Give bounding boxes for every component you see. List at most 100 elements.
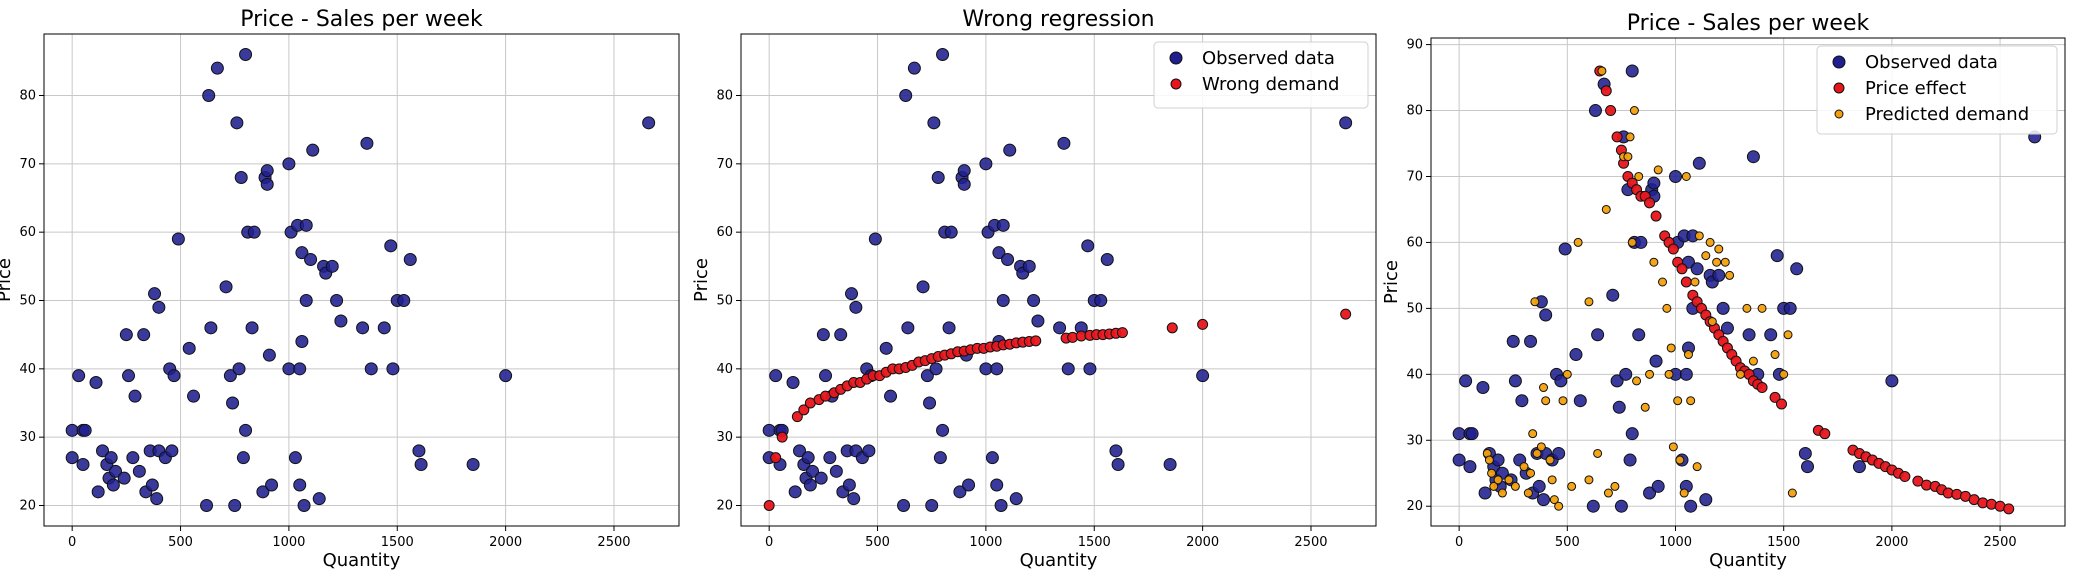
data-point-predicted-demand [1584, 475, 1594, 485]
y-tick-label: 70 [716, 157, 733, 172]
data-point-observed [106, 478, 120, 492]
data-point-observed-data [957, 164, 971, 178]
data-point-observed-data [1478, 486, 1492, 500]
data-point-observed-data [1094, 294, 1108, 307]
data-point-predicted-demand [1603, 488, 1613, 498]
data-point-observed [226, 396, 240, 410]
data-point-observed [299, 218, 313, 232]
data-point-observed-data [1552, 446, 1566, 460]
data-point-observed-data [1692, 156, 1706, 170]
data-point-observed-data [925, 499, 939, 512]
data-point-observed-data [806, 464, 820, 478]
data-point-observed-data [823, 451, 837, 465]
chart-title: Price - Sales per week [240, 7, 483, 32]
data-point-observed-data [929, 362, 943, 376]
data-point-observed [78, 423, 92, 437]
data-point-observed-data [1669, 169, 1683, 183]
data-point-observed-data [1003, 143, 1017, 157]
data-point-observed-data [1022, 259, 1036, 273]
y-tick-label: 20 [1406, 499, 1423, 514]
data-point-observed [223, 369, 237, 383]
data-point-observed [232, 362, 246, 376]
data-point-predicted-demand [1658, 277, 1668, 287]
data-point-observed-data [1679, 367, 1693, 381]
y-tick-label: 80 [19, 89, 36, 104]
data-point-observed [204, 321, 218, 335]
data-point-predicted-demand [1653, 165, 1663, 175]
data-point-price-effect [1676, 263, 1688, 275]
data-point-observed-data [1632, 328, 1646, 342]
data-point-wrong-demand [1166, 322, 1178, 334]
data-point-observed [145, 478, 159, 492]
data-point-predicted-demand [1601, 204, 1611, 214]
x-axis-label: Quantity [323, 550, 401, 570]
data-point-observed-data [788, 485, 802, 499]
data-point-observed [414, 458, 428, 471]
data-point-observed [260, 164, 274, 178]
y-tick-label: 60 [1406, 235, 1423, 250]
data-point-price-effect [1600, 85, 1612, 97]
data-point-observed-data [1591, 328, 1605, 342]
data-point-predicted-demand [1707, 317, 1717, 327]
data-point-observed-data [990, 362, 1004, 376]
data-point-observed-data [942, 321, 956, 335]
data-point-observed-data [801, 451, 815, 465]
data-point-observed-data [1606, 288, 1620, 302]
data-point-observed-data [1163, 458, 1177, 471]
data-point-price-effect [1667, 243, 1679, 255]
data-point-observed-data [1690, 262, 1704, 276]
x-tick-label: 2000 [1875, 535, 1908, 550]
data-point-observed-data [1031, 314, 1045, 328]
data-point-observed-data [1009, 492, 1023, 506]
data-point-wrong-demand [763, 500, 775, 511]
legend-marker [1170, 78, 1182, 90]
data-point-predicted-demand [1632, 376, 1642, 386]
data-point-observed [200, 499, 214, 512]
data-point-predicted-demand [1673, 396, 1683, 406]
x-tick-label: 0 [68, 535, 76, 550]
data-point-observed [122, 369, 136, 383]
data-point-predicted-demand [1748, 356, 1758, 366]
data-point-observed-data [847, 492, 861, 506]
data-point-predicted-demand [1558, 396, 1568, 406]
data-point-predicted-demand [1597, 66, 1607, 76]
data-point-observed-data [1083, 362, 1097, 376]
data-point-predicted-demand [1694, 231, 1704, 241]
data-point-observed-data [1798, 446, 1812, 460]
y-tick-label: 90 [1406, 38, 1423, 53]
data-point-observed-data [1027, 294, 1041, 307]
x-tick-label: 2500 [1294, 535, 1327, 550]
data-point-predicted-demand [1523, 488, 1533, 498]
panel-wrong-regression: 0 500 1000 1500 2000 2500 20 30 40 50 60 70 80 Wrong… [691, 7, 1377, 570]
data-point-observed-data [1506, 334, 1520, 348]
y-axis-label: Price [0, 258, 15, 302]
data-point-predicted-demand [1545, 455, 1555, 465]
data-point-observed-data [1647, 176, 1661, 190]
data-point-predicted-demand [1549, 495, 1559, 505]
x-tick-label: 1500 [381, 535, 414, 550]
data-point-predicted-demand [1720, 257, 1730, 267]
y-tick-label: 80 [716, 89, 733, 104]
data-point-observed-data [962, 478, 976, 492]
data-point-observed-data [819, 369, 833, 383]
x-tick-label: 1500 [1078, 535, 1111, 550]
data-point-price-effect [1644, 197, 1656, 209]
data-point-observed [91, 485, 105, 499]
data-point-observed-data [992, 246, 1006, 260]
data-point-predicted-demand [1627, 237, 1637, 247]
data-point-observed [171, 232, 185, 246]
data-point-predicted-demand [1526, 468, 1536, 478]
data-point-observed-data [1053, 321, 1067, 335]
data-point-observed [210, 61, 224, 75]
data-point-observed-data [868, 232, 882, 246]
data-point-predicted-demand [1645, 369, 1655, 379]
data-point-observed-data [1476, 381, 1490, 395]
data-point-observed-data [1619, 367, 1633, 381]
data-point-observed-data [884, 389, 898, 403]
data-point-observed-data [1614, 499, 1628, 513]
data-point-observed [230, 116, 244, 130]
data-point-observed-data [1537, 493, 1551, 507]
data-point-observed-data [953, 485, 967, 499]
axes-frame [1430, 37, 2066, 527]
y-tick-label: 20 [19, 499, 36, 514]
